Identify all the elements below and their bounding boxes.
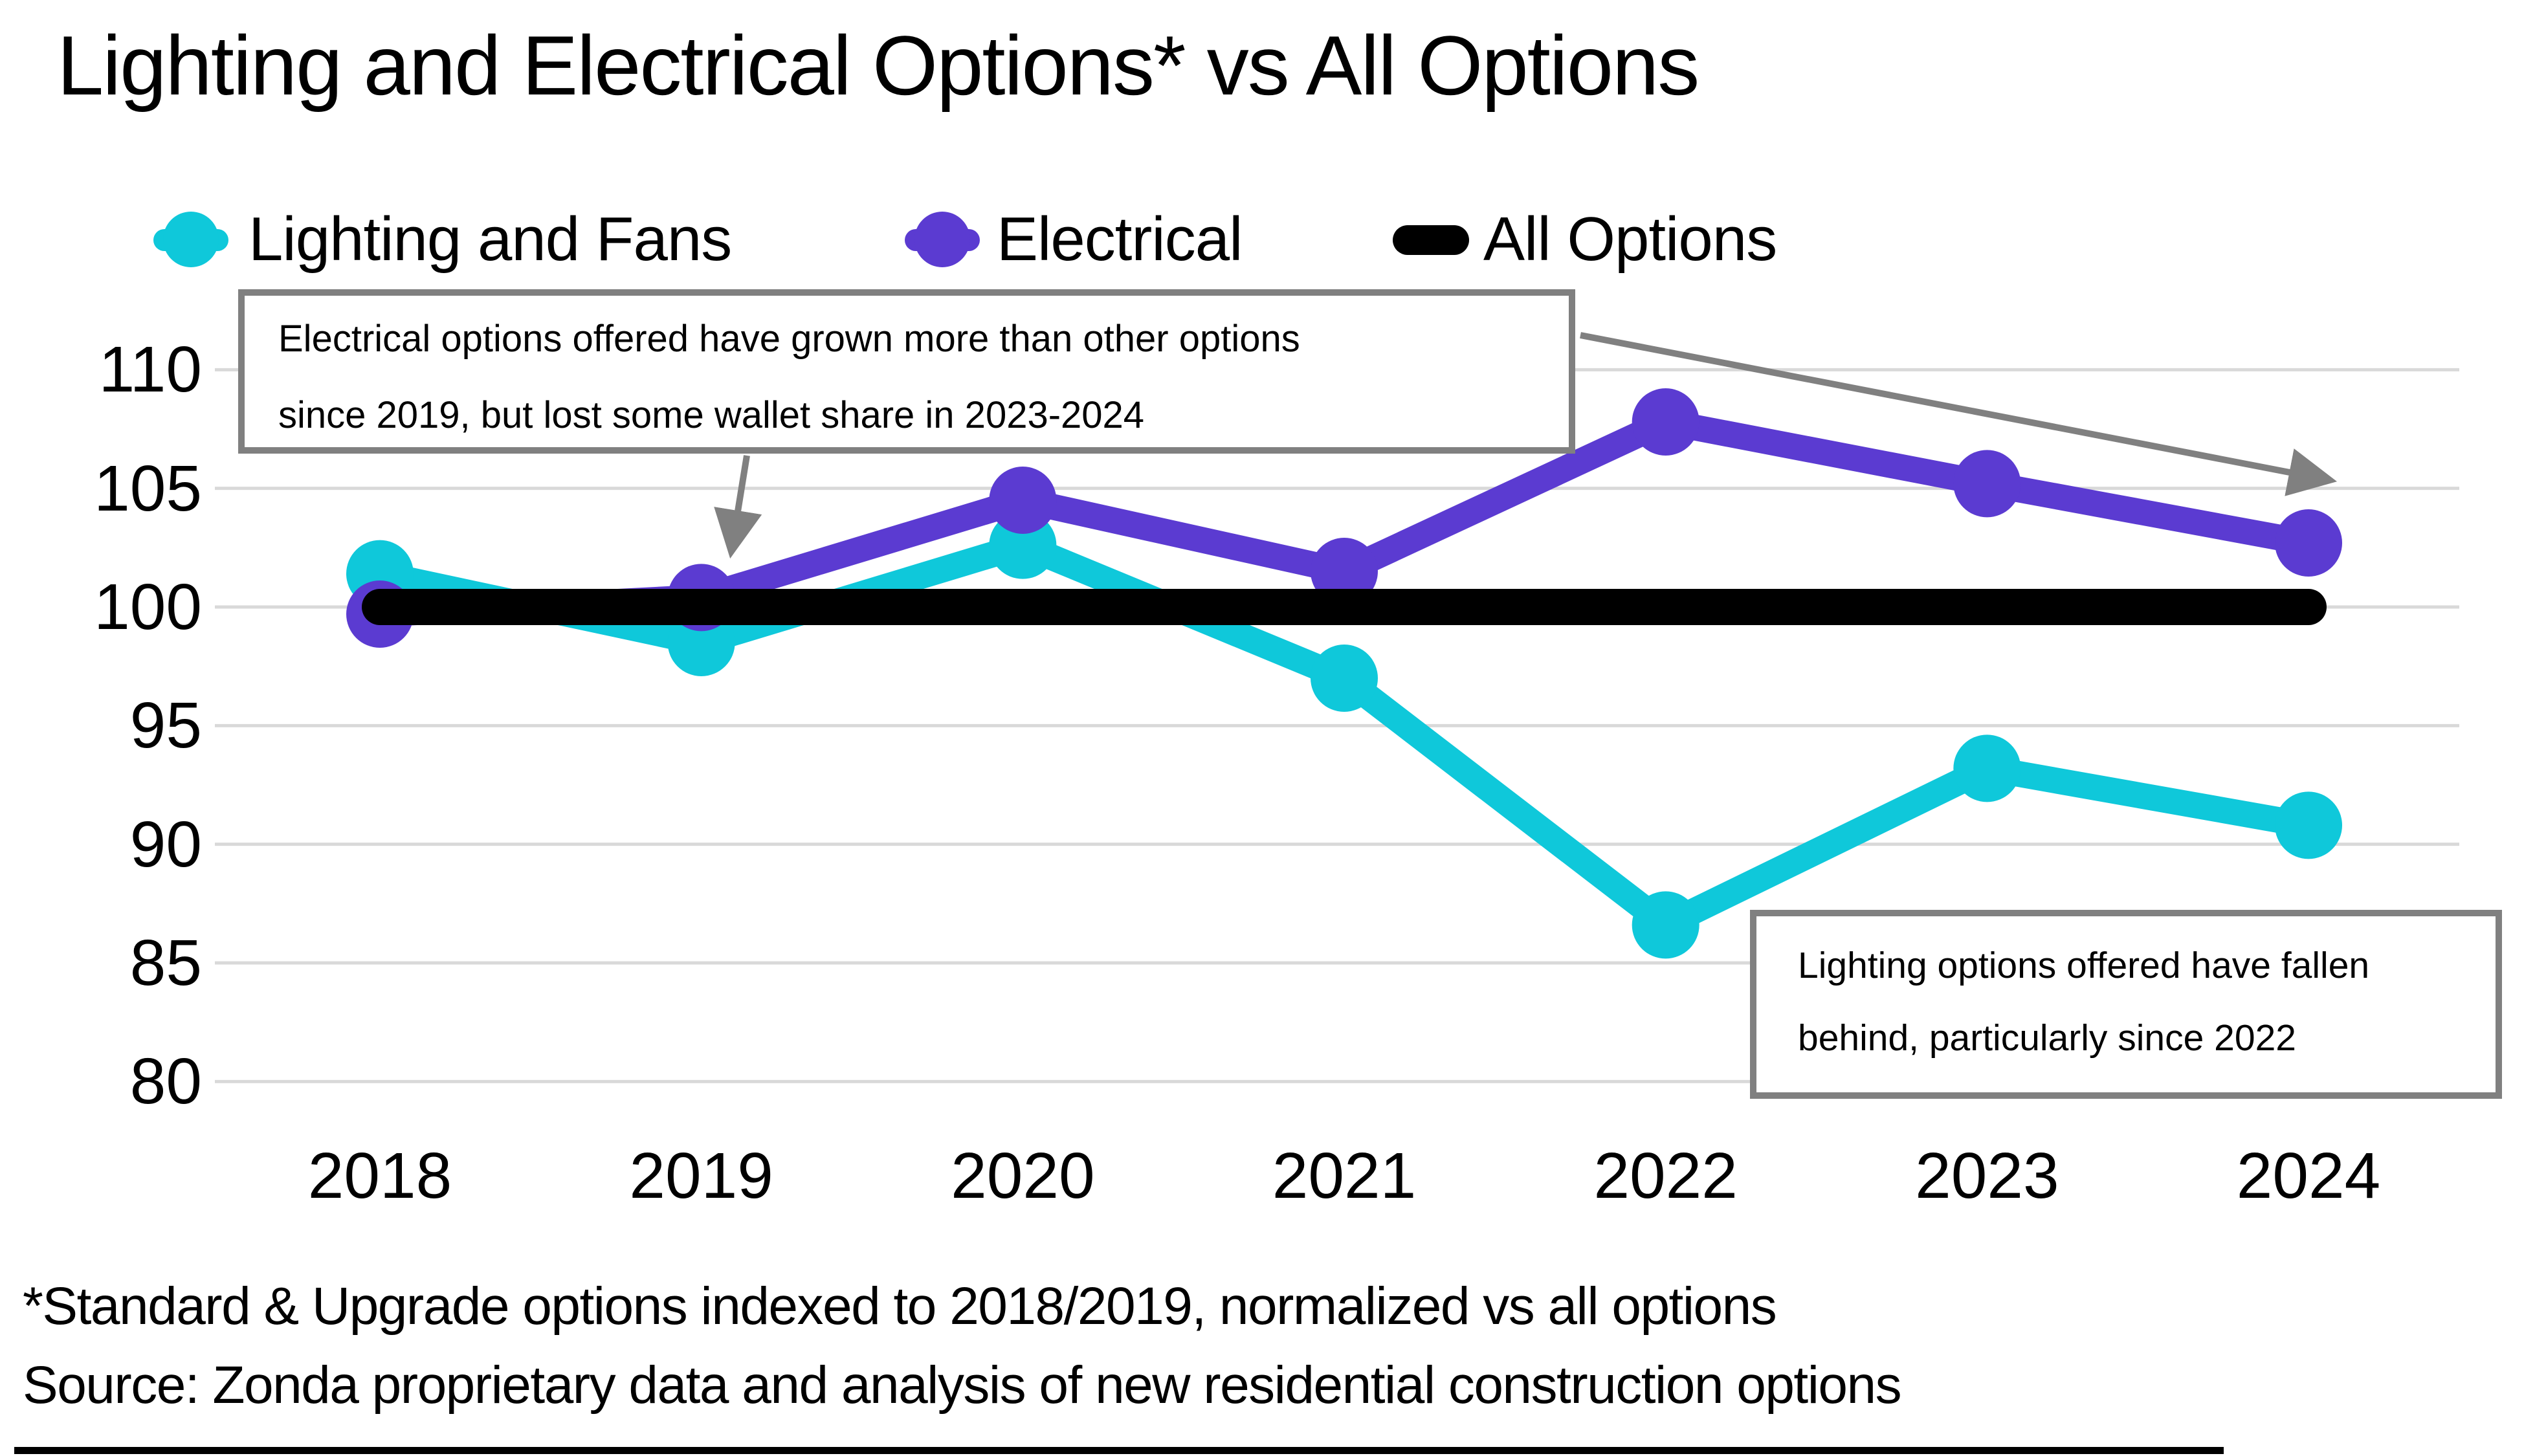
- x-axis-label-2019: 2019: [629, 1140, 773, 1212]
- legend-dot-purple-icon: [914, 212, 970, 267]
- data-point-2021: [1311, 537, 1378, 605]
- x-axis-label-2022: 2022: [1593, 1140, 1738, 1212]
- x-axis-label-2021: 2021: [1272, 1140, 1417, 1212]
- annotation-box-electrical: Electrical options offered have grown mo…: [238, 289, 1575, 454]
- footnote-index-note: *Standard & Upgrade options indexed to 2…: [23, 1277, 1777, 1336]
- data-series: [346, 388, 2343, 959]
- bottom-divider-bar: [14, 1447, 2224, 1454]
- legend-label: Lighting and Fans: [249, 204, 732, 274]
- legend-label: All Options: [1483, 204, 1777, 274]
- legend-label: Electrical: [997, 204, 1243, 274]
- arrow-to-2024-point: [1580, 332, 2338, 496]
- legend-item-electrical: Electrical: [905, 206, 1423, 273]
- legend-item-all-options: All Options: [1393, 206, 1975, 273]
- annotation-text: behind, particularly since 2022: [1798, 1017, 2296, 1059]
- y-axis-label-85: 85: [129, 927, 202, 999]
- annotation-text: Electrical options offered have grown mo…: [278, 318, 1300, 360]
- y-axis-label-100: 100: [94, 571, 202, 643]
- x-axis-label-2018: 2018: [307, 1140, 452, 1212]
- page-title: Lighting and Electrical Options* vs All …: [57, 18, 1699, 113]
- annotation-arrows: [714, 332, 2338, 559]
- data-point-2023: [1953, 450, 2021, 518]
- data-point-2022: [1632, 891, 1699, 959]
- y-axis-label-80: 80: [129, 1045, 202, 1118]
- legend-item-lighting-and-fans: Lighting and Fans: [153, 206, 865, 273]
- x-axis-label-2024: 2024: [2236, 1140, 2381, 1212]
- annotation-text: since 2019, but lost some wallet share i…: [278, 394, 1145, 436]
- annotation-box-lighting: Lighting options offered have fallen beh…: [1750, 910, 2502, 1099]
- footnote-source: Source: Zonda proprietary data and analy…: [23, 1356, 1902, 1415]
- x-axis-label-2023: 2023: [1915, 1140, 2059, 1212]
- legend-dot-cyan-icon: [163, 212, 219, 267]
- y-axis-label-110: 110: [98, 333, 202, 406]
- data-point-2024: [2275, 791, 2343, 859]
- data-point-2024: [2275, 509, 2343, 577]
- y-axis-label-95: 95: [129, 689, 202, 762]
- y-axis-label-90: 90: [129, 808, 202, 881]
- legend-line-black-icon: [1393, 225, 1469, 255]
- arrow-to-2019-point: [714, 455, 762, 559]
- annotation-text: Lighting options offered have fallen: [1798, 945, 2370, 986]
- x-axis-label-2020: 2020: [951, 1140, 1095, 1212]
- data-point-2022: [1632, 388, 1699, 456]
- data-point-2020: [989, 466, 1057, 534]
- y-axis-label-105: 105: [94, 452, 202, 525]
- chart-legend: Lighting and Fans Electrical All Options: [0, 206, 2524, 277]
- data-point-2023: [1953, 734, 2021, 802]
- data-point-2021: [1311, 645, 1378, 712]
